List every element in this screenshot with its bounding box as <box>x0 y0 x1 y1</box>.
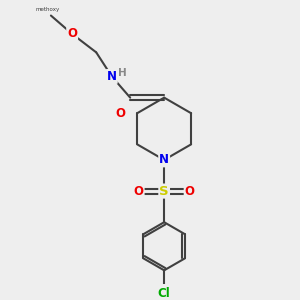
Text: S: S <box>159 184 169 198</box>
Text: methoxy: methoxy <box>36 8 60 12</box>
Text: N: N <box>159 153 169 167</box>
Text: H: H <box>118 68 127 78</box>
Text: O: O <box>115 107 125 120</box>
Text: Cl: Cl <box>158 287 170 300</box>
Text: N: N <box>107 70 117 83</box>
Text: O: O <box>134 184 144 198</box>
Text: O: O <box>67 27 77 40</box>
Text: O: O <box>184 184 195 198</box>
